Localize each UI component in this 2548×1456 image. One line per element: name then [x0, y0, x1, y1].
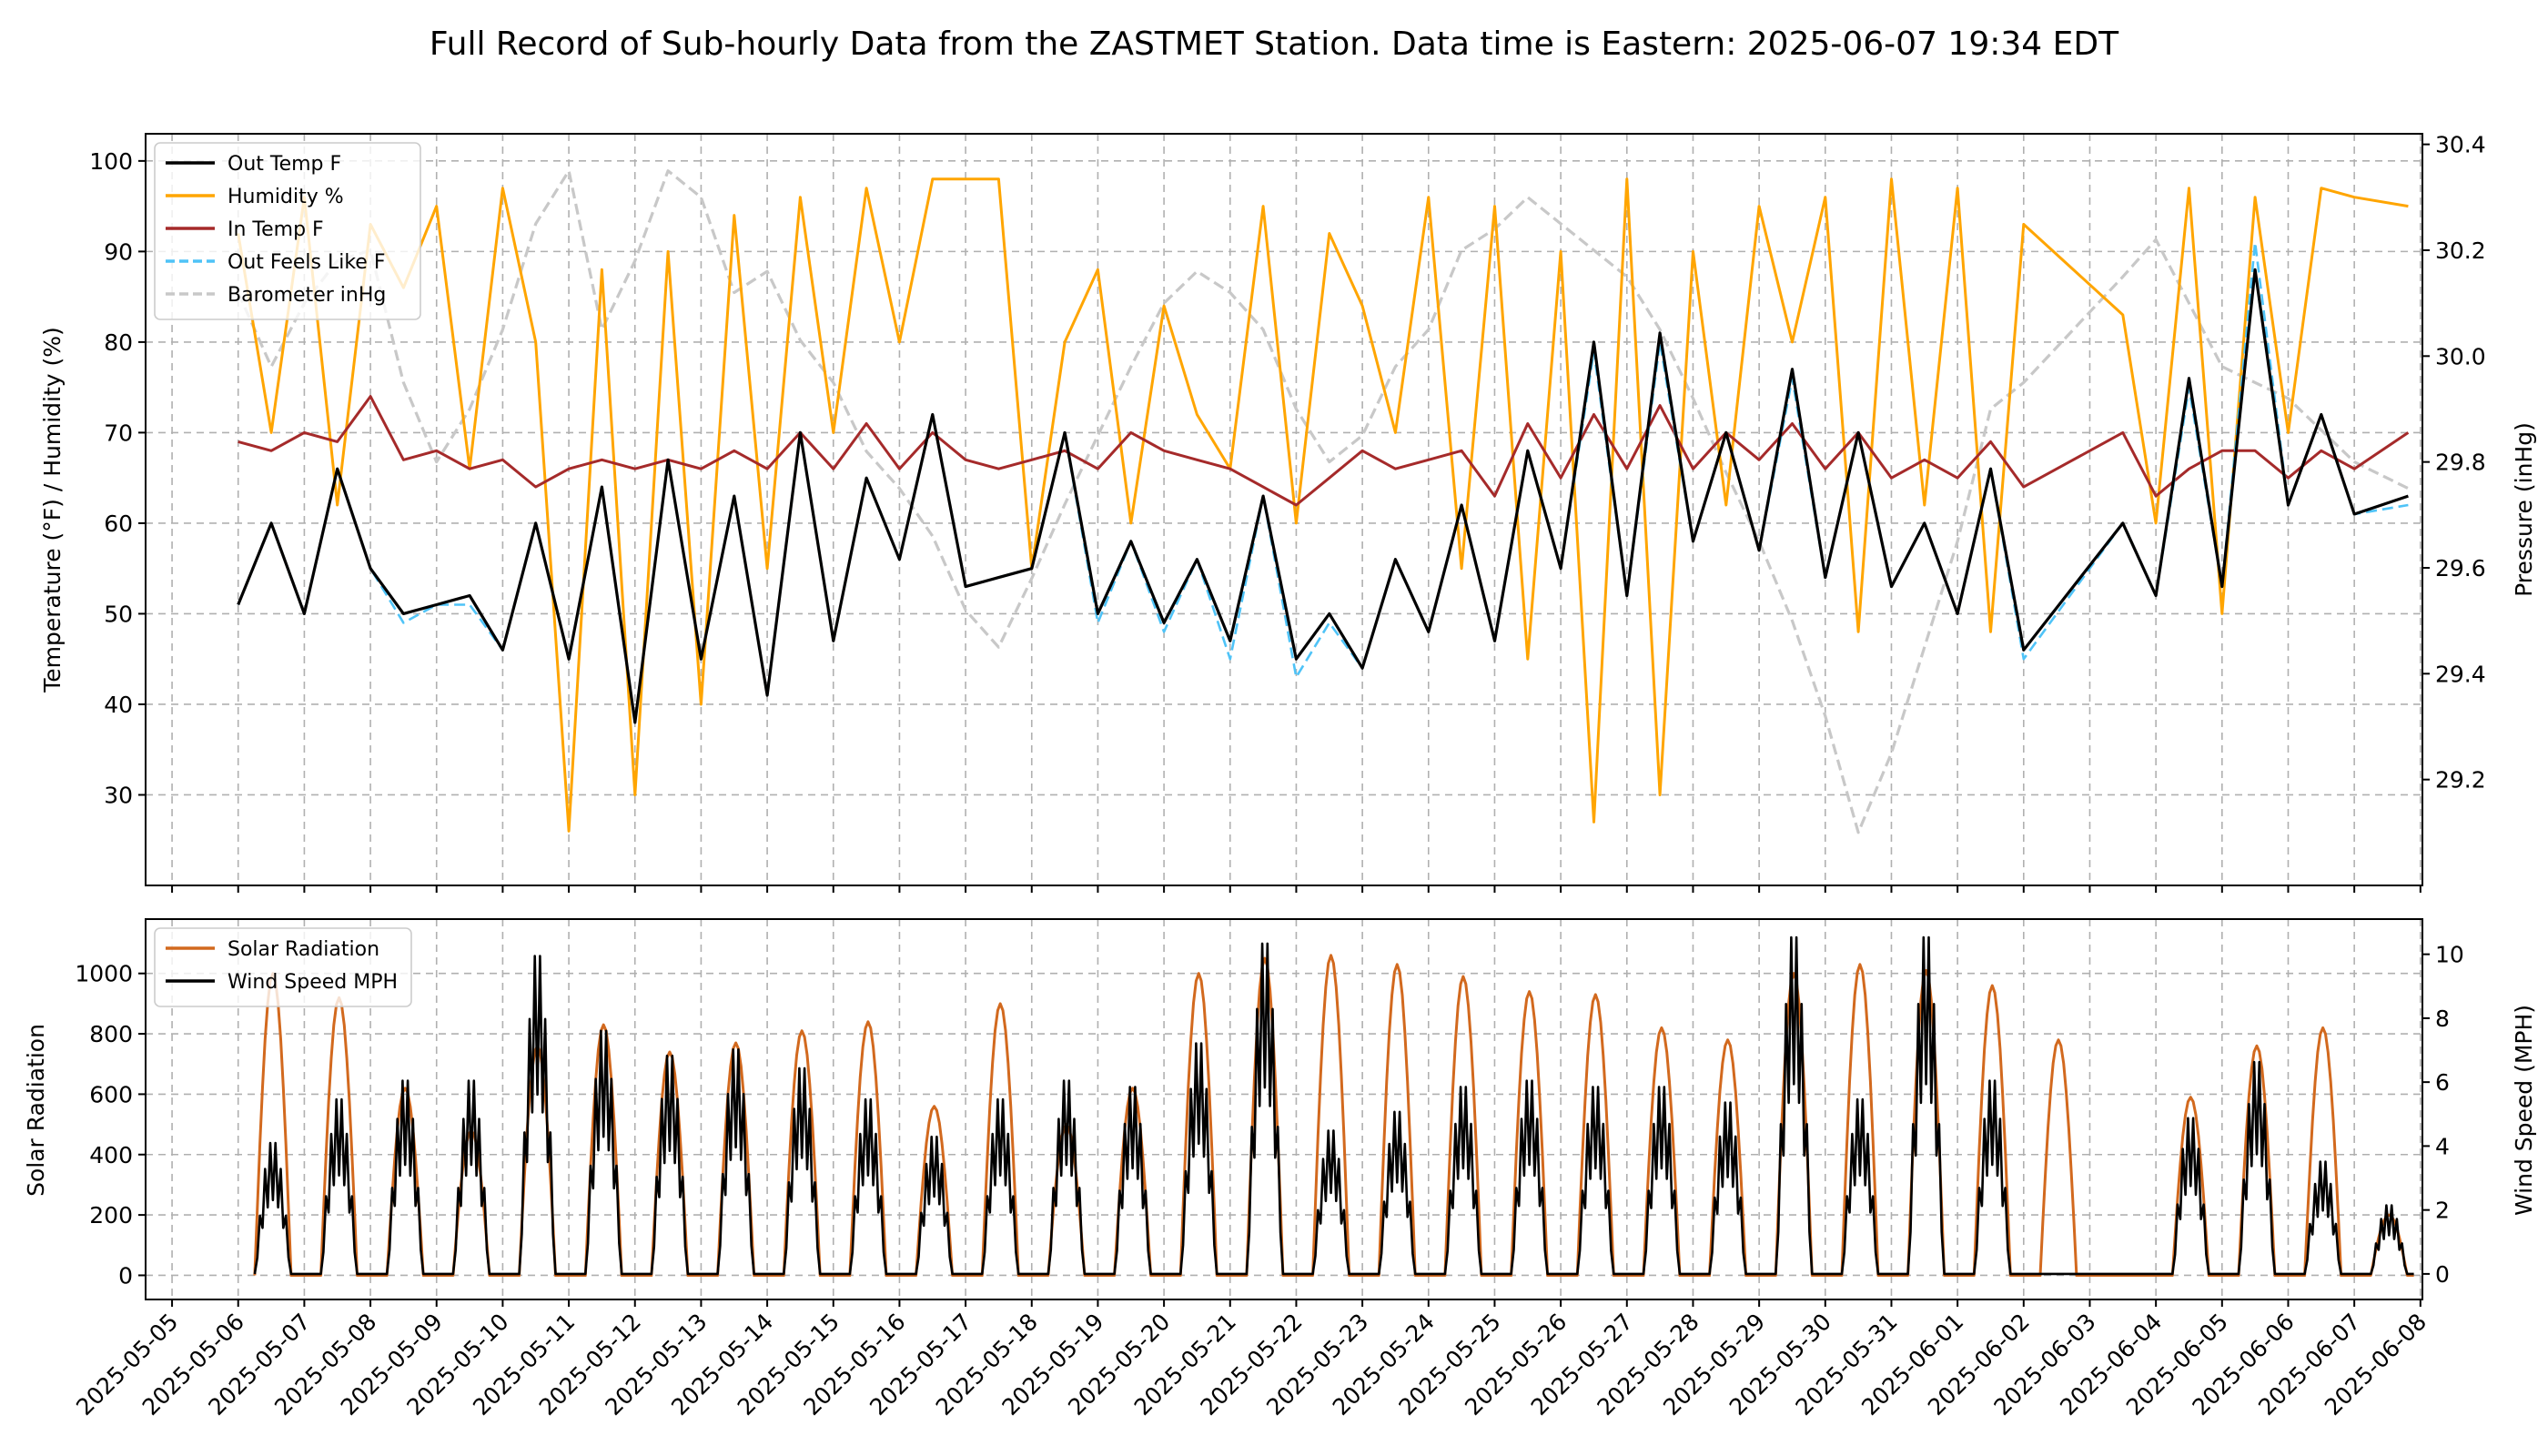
bottom-right-tick-label: 6: [2435, 1069, 2450, 1096]
top-left-tick-label: 70: [104, 420, 133, 446]
bottom-right-tick-label: 2: [2435, 1198, 2450, 1224]
top-left-tick-label: 100: [89, 148, 133, 175]
top-left-tick-label: 30: [104, 782, 133, 808]
series-line-humidity-: [237, 177, 2409, 833]
top-legend-label: Out Feels Like F: [228, 251, 385, 274]
bottom-legend-box: [154, 927, 412, 1007]
series-line-barometer-inhg: [237, 169, 2410, 834]
bottom-right-tick-label: 4: [2435, 1133, 2450, 1159]
bottom-right-tick-label: 0: [2435, 1261, 2450, 1288]
top-right-tick-label: 29.4: [2435, 661, 2486, 687]
bottom-legend-label: Solar Radiation: [228, 938, 379, 961]
series-line-wind-speed-mph: [253, 935, 2414, 1276]
top-right-tick-label: 30.2: [2435, 238, 2486, 264]
top-left-tick-label: 50: [104, 601, 133, 627]
top-left-tick-label: 90: [104, 238, 133, 265]
top-right-tick-label: 29.8: [2435, 450, 2486, 476]
bottom-left-tick-label: 800: [89, 1021, 133, 1047]
bottom-right-tick-label: 10: [2435, 942, 2464, 968]
top-right-tick-label: 29.2: [2435, 767, 2486, 794]
bottom-panel-series: [253, 935, 2414, 1277]
bottom-left-axis-label: Solar Radiation: [23, 1024, 49, 1197]
top-panel-grid: [146, 134, 2422, 885]
bottom-left-tick-label: 0: [118, 1262, 133, 1289]
series-line-solar-radiation: [253, 954, 2414, 1277]
top-panel-ticks: 30 40 50 60 70 80 90 100 29.2 29.4 29.6 29.8 30.0 30.…: [89, 132, 2486, 893]
bottom-right-axis-label: Wind Speed (MPH): [2511, 1005, 2537, 1216]
top-right-tick-label: 29.6: [2435, 555, 2486, 581]
bottom-panel-legend: Solar Radiation Wind Speed MPH: [154, 927, 412, 1007]
top-panel-frame: [145, 133, 2423, 886]
series-line-in-temp-f: [238, 395, 2410, 507]
top-right-axis-label: Pressure (inHg): [2511, 422, 2537, 597]
top-legend-label: Barometer inHg: [228, 284, 386, 307]
top-left-tick-label: 80: [104, 329, 133, 356]
top-legend-label: In Temp F: [228, 218, 324, 241]
top-left-axis-label: Temperature (°F) / Humidity (%): [39, 327, 66, 693]
top-right-tick-label: 30.0: [2435, 343, 2486, 369]
chart-title: Full Record of Sub-hourly Data from the …: [430, 25, 2119, 63]
bottom-left-tick-label: 1000: [75, 961, 133, 987]
top-right-tick-label: 30.4: [2435, 132, 2486, 158]
bottom-left-tick-label: 200: [89, 1202, 133, 1228]
bottom-left-tick-label: 400: [89, 1142, 133, 1168]
series-line-out-temp-f: [237, 268, 2409, 724]
top-legend-box: [154, 142, 421, 320]
bottom-panel-ticks: 0 200 400 600 800 1000 0 2 4 6 8 10: [75, 942, 2464, 1307]
bottom-legend-label: Wind Speed MPH: [228, 971, 398, 994]
top-legend-label: Out Temp F: [228, 153, 341, 176]
bottom-right-tick-label: 8: [2435, 1006, 2450, 1032]
bottom-left-tick-label: 600: [89, 1081, 133, 1107]
top-panel-series: [237, 169, 2410, 834]
top-left-tick-label: 40: [104, 692, 133, 718]
top-left-tick-label: 60: [104, 511, 133, 537]
x-axis-ticks: 2025-05-052025-05-062025-05-072025-05-08…: [71, 1309, 2432, 1421]
bottom-panel-frame: [145, 918, 2423, 1300]
top-legend-label: Humidity %: [228, 186, 344, 208]
top-panel-legend: Out Temp F Humidity % In Temp F Out Feels L…: [154, 142, 421, 320]
